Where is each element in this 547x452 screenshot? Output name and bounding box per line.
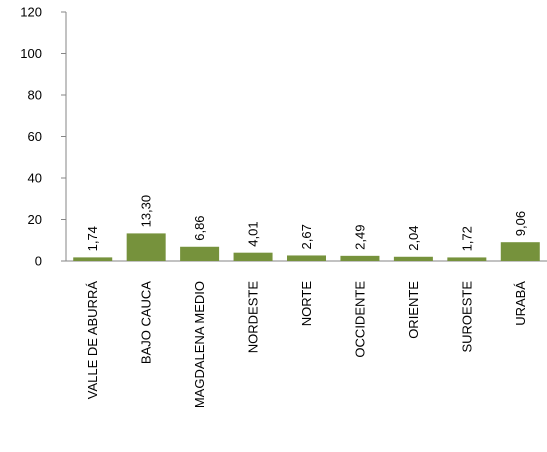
bar xyxy=(287,255,326,261)
data-label: 2,67 xyxy=(299,224,314,249)
data-label: 4,01 xyxy=(246,221,261,246)
bar xyxy=(126,233,166,261)
data-label: 9,06 xyxy=(513,211,528,236)
bar xyxy=(447,257,487,261)
bar xyxy=(233,252,273,261)
data-label: 6,86 xyxy=(192,215,207,240)
bar xyxy=(73,257,113,261)
x-category-label: SUROESTE xyxy=(459,281,474,353)
y-tick-label: 20 xyxy=(28,212,42,227)
data-label: 1,72 xyxy=(459,226,474,251)
x-category-label: VALLE DE ABURRÁ xyxy=(85,281,100,400)
bar xyxy=(340,255,380,261)
y-tick-label: 60 xyxy=(28,129,42,144)
y-tick-label: 40 xyxy=(28,171,42,186)
data-label: 2,49 xyxy=(352,225,367,250)
y-tick-label: 80 xyxy=(28,88,42,103)
data-label: 1,74 xyxy=(85,226,100,251)
x-axis-labels: VALLE DE ABURRÁ BAJO CAUCA MAGDALENA MEDIO… xyxy=(85,281,528,408)
bar xyxy=(393,256,433,261)
bar xyxy=(500,242,540,261)
x-category-label: MAGDALENA MEDIO xyxy=(192,281,207,408)
x-category-label: BAJO CAUCA xyxy=(139,281,154,364)
x-category-label: NORTE xyxy=(299,281,314,327)
x-category-label: OCCIDENTE xyxy=(352,281,367,358)
y-axis-ticks: 0 20 40 60 80 100 120 xyxy=(20,5,66,269)
x-category-label: ORIENTE xyxy=(406,281,421,339)
data-label: 2,04 xyxy=(406,225,421,250)
y-tick-label: 120 xyxy=(20,5,42,20)
x-category-label: NORDESTE xyxy=(246,281,261,354)
y-tick-label: 0 xyxy=(35,254,42,269)
bars xyxy=(73,233,540,261)
y-tick-label: 100 xyxy=(20,46,42,61)
bar xyxy=(180,246,220,261)
x-category-label: URABÁ xyxy=(513,281,528,326)
data-labels: 1,74 13,30 6,86 4,01 2,67 2,49 2,04 1,72 9,06 xyxy=(85,195,528,252)
data-label: 13,30 xyxy=(139,195,154,228)
